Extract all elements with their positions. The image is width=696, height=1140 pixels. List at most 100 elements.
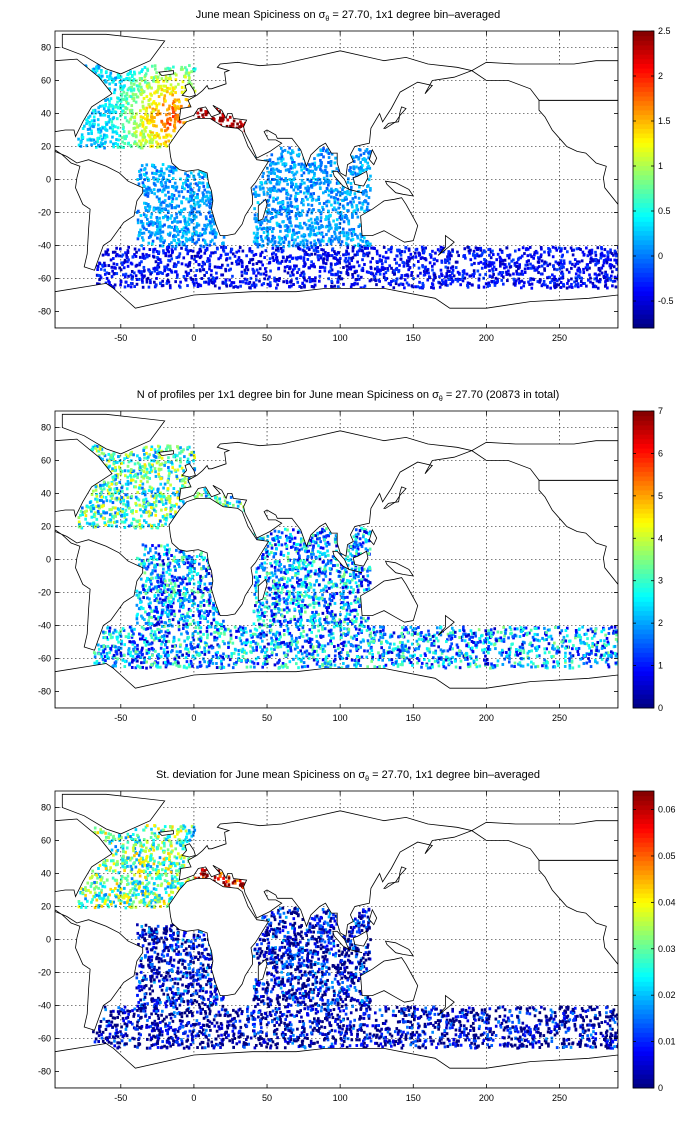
data-bin bbox=[94, 70, 97, 74]
data-bin bbox=[145, 163, 149, 167]
data-bin bbox=[518, 263, 521, 267]
data-bin bbox=[544, 283, 547, 287]
data-bin bbox=[366, 241, 370, 245]
data-bin bbox=[155, 585, 159, 589]
data-bin bbox=[141, 543, 145, 547]
data-bin bbox=[169, 509, 172, 513]
panel-title: June mean Spiciness on σθ = 27.70, 1x1 d… bbox=[196, 9, 501, 23]
data-bin bbox=[170, 507, 174, 511]
data-bin bbox=[188, 452, 192, 456]
data-bin bbox=[345, 231, 349, 235]
data-bin bbox=[551, 255, 555, 259]
data-bin bbox=[147, 241, 151, 245]
data-bin bbox=[526, 263, 529, 267]
data-bin bbox=[124, 503, 128, 507]
data-bin bbox=[299, 256, 303, 260]
data-bin bbox=[113, 266, 116, 270]
data-bin bbox=[103, 511, 107, 515]
data-bin bbox=[520, 279, 524, 283]
data-bin bbox=[286, 182, 289, 186]
data-bin bbox=[214, 250, 217, 254]
data-bin bbox=[280, 259, 284, 263]
data-bin bbox=[302, 272, 306, 276]
data-bin bbox=[118, 497, 121, 501]
data-bin bbox=[142, 231, 146, 235]
data-bin bbox=[294, 214, 298, 218]
data-bin bbox=[322, 181, 326, 185]
data-bin bbox=[100, 447, 104, 451]
data-bin bbox=[183, 187, 186, 191]
data-bin bbox=[574, 272, 578, 276]
data-bin bbox=[517, 272, 521, 276]
data-bin bbox=[102, 133, 106, 137]
data-bin bbox=[491, 269, 495, 273]
data-bin bbox=[300, 174, 304, 178]
data-bin bbox=[208, 231, 212, 235]
data-bin bbox=[136, 520, 140, 524]
data-bin bbox=[359, 170, 362, 174]
data-bin bbox=[330, 203, 333, 207]
data-bin bbox=[349, 191, 352, 195]
data-bin bbox=[151, 487, 155, 491]
data-bin bbox=[113, 91, 116, 95]
data-bin bbox=[555, 283, 558, 287]
data-bin bbox=[411, 255, 415, 259]
data-bin bbox=[144, 80, 147, 84]
data-bin bbox=[161, 571, 165, 575]
data-bin bbox=[223, 246, 227, 250]
data-bin bbox=[229, 267, 232, 271]
y-tick-label: -60 bbox=[38, 274, 51, 284]
data-bin bbox=[171, 93, 174, 97]
data-bin bbox=[440, 278, 444, 282]
data-bin bbox=[536, 266, 539, 270]
data-bin bbox=[86, 127, 90, 131]
data-bin bbox=[260, 237, 263, 241]
data-bin bbox=[142, 488, 146, 492]
colorbar-segment bbox=[633, 290, 654, 297]
data-bin bbox=[335, 188, 339, 192]
data-bin bbox=[138, 255, 142, 259]
data-bin bbox=[136, 221, 140, 225]
data-bin bbox=[130, 494, 134, 498]
data-bin bbox=[271, 256, 275, 260]
data-bin bbox=[124, 474, 127, 478]
data-bin bbox=[174, 584, 177, 588]
data-bin bbox=[95, 517, 99, 521]
data-bin bbox=[188, 184, 191, 188]
data-bin bbox=[196, 111, 200, 115]
data-bin bbox=[193, 177, 197, 181]
data-bin bbox=[398, 249, 402, 253]
data-bin bbox=[262, 190, 266, 194]
data-bin bbox=[107, 452, 111, 456]
data-bin bbox=[92, 125, 95, 129]
data-bin bbox=[168, 603, 172, 607]
data-bin bbox=[139, 508, 142, 512]
data-bin bbox=[122, 130, 126, 134]
data-bin bbox=[198, 621, 202, 624]
data-bin bbox=[284, 168, 288, 172]
data-bin bbox=[94, 485, 98, 489]
data-bin bbox=[145, 253, 148, 257]
data-bin bbox=[81, 513, 84, 517]
data-bin bbox=[101, 263, 104, 267]
data-bin bbox=[335, 262, 339, 266]
data-bin bbox=[150, 463, 154, 467]
data-bin bbox=[152, 120, 156, 124]
data-bin bbox=[193, 468, 196, 472]
data-bin bbox=[223, 495, 227, 499]
data-bin bbox=[182, 195, 185, 199]
data-bin bbox=[554, 260, 558, 264]
data-bin bbox=[145, 118, 149, 122]
data-bin bbox=[131, 255, 135, 259]
data-bin bbox=[124, 518, 128, 522]
data-bin bbox=[145, 467, 149, 471]
data-bin bbox=[334, 196, 337, 200]
data-bin bbox=[162, 251, 165, 255]
data-bin bbox=[422, 273, 426, 277]
data-bin bbox=[143, 135, 147, 139]
data-bin bbox=[318, 209, 321, 213]
data-bin bbox=[150, 131, 153, 135]
data-bin bbox=[164, 447, 168, 451]
data-bin bbox=[534, 268, 538, 272]
data-bin bbox=[586, 265, 590, 269]
